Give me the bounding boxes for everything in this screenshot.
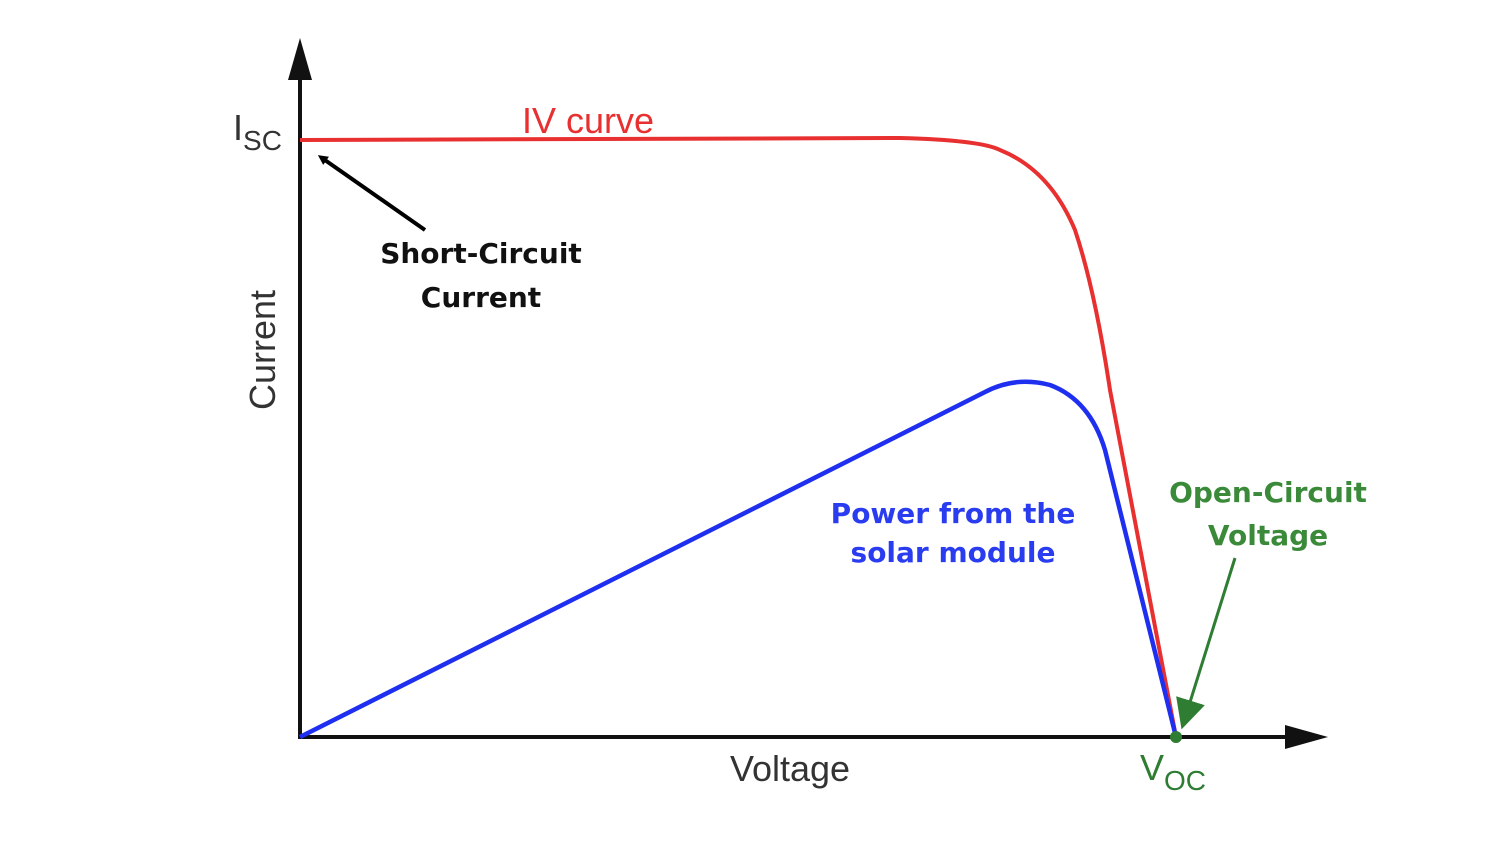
annotation-line: Open-Circuit bbox=[1169, 476, 1367, 509]
y-axis-label: Current bbox=[242, 290, 283, 410]
iv-curve bbox=[299, 135, 1178, 738]
voc-arrow bbox=[1176, 557, 1237, 730]
annotation-line: Current bbox=[421, 281, 541, 314]
annotation-line: solar module bbox=[851, 536, 1056, 569]
isc-arrow bbox=[317, 155, 427, 232]
y-arrow bbox=[288, 38, 312, 80]
voc-label: VOC bbox=[1140, 747, 1206, 796]
annotation-line: Short-Circuit bbox=[380, 237, 582, 270]
voc-symbol: V bbox=[1140, 747, 1164, 788]
isc-subscript: SC bbox=[243, 125, 282, 156]
voc-subscript: OC bbox=[1164, 765, 1206, 796]
annotation-line: Power from the bbox=[831, 497, 1076, 530]
voc-point bbox=[1170, 731, 1182, 743]
annotation-line: Voltage bbox=[1208, 519, 1328, 552]
isc-symbol: I bbox=[233, 107, 243, 148]
x-arrow bbox=[1285, 725, 1328, 749]
curve-title: IV curve bbox=[522, 100, 654, 141]
x-axis-label: Voltage bbox=[730, 748, 850, 789]
power-curve bbox=[298, 379, 1179, 740]
isc-label: ISC bbox=[233, 107, 282, 156]
